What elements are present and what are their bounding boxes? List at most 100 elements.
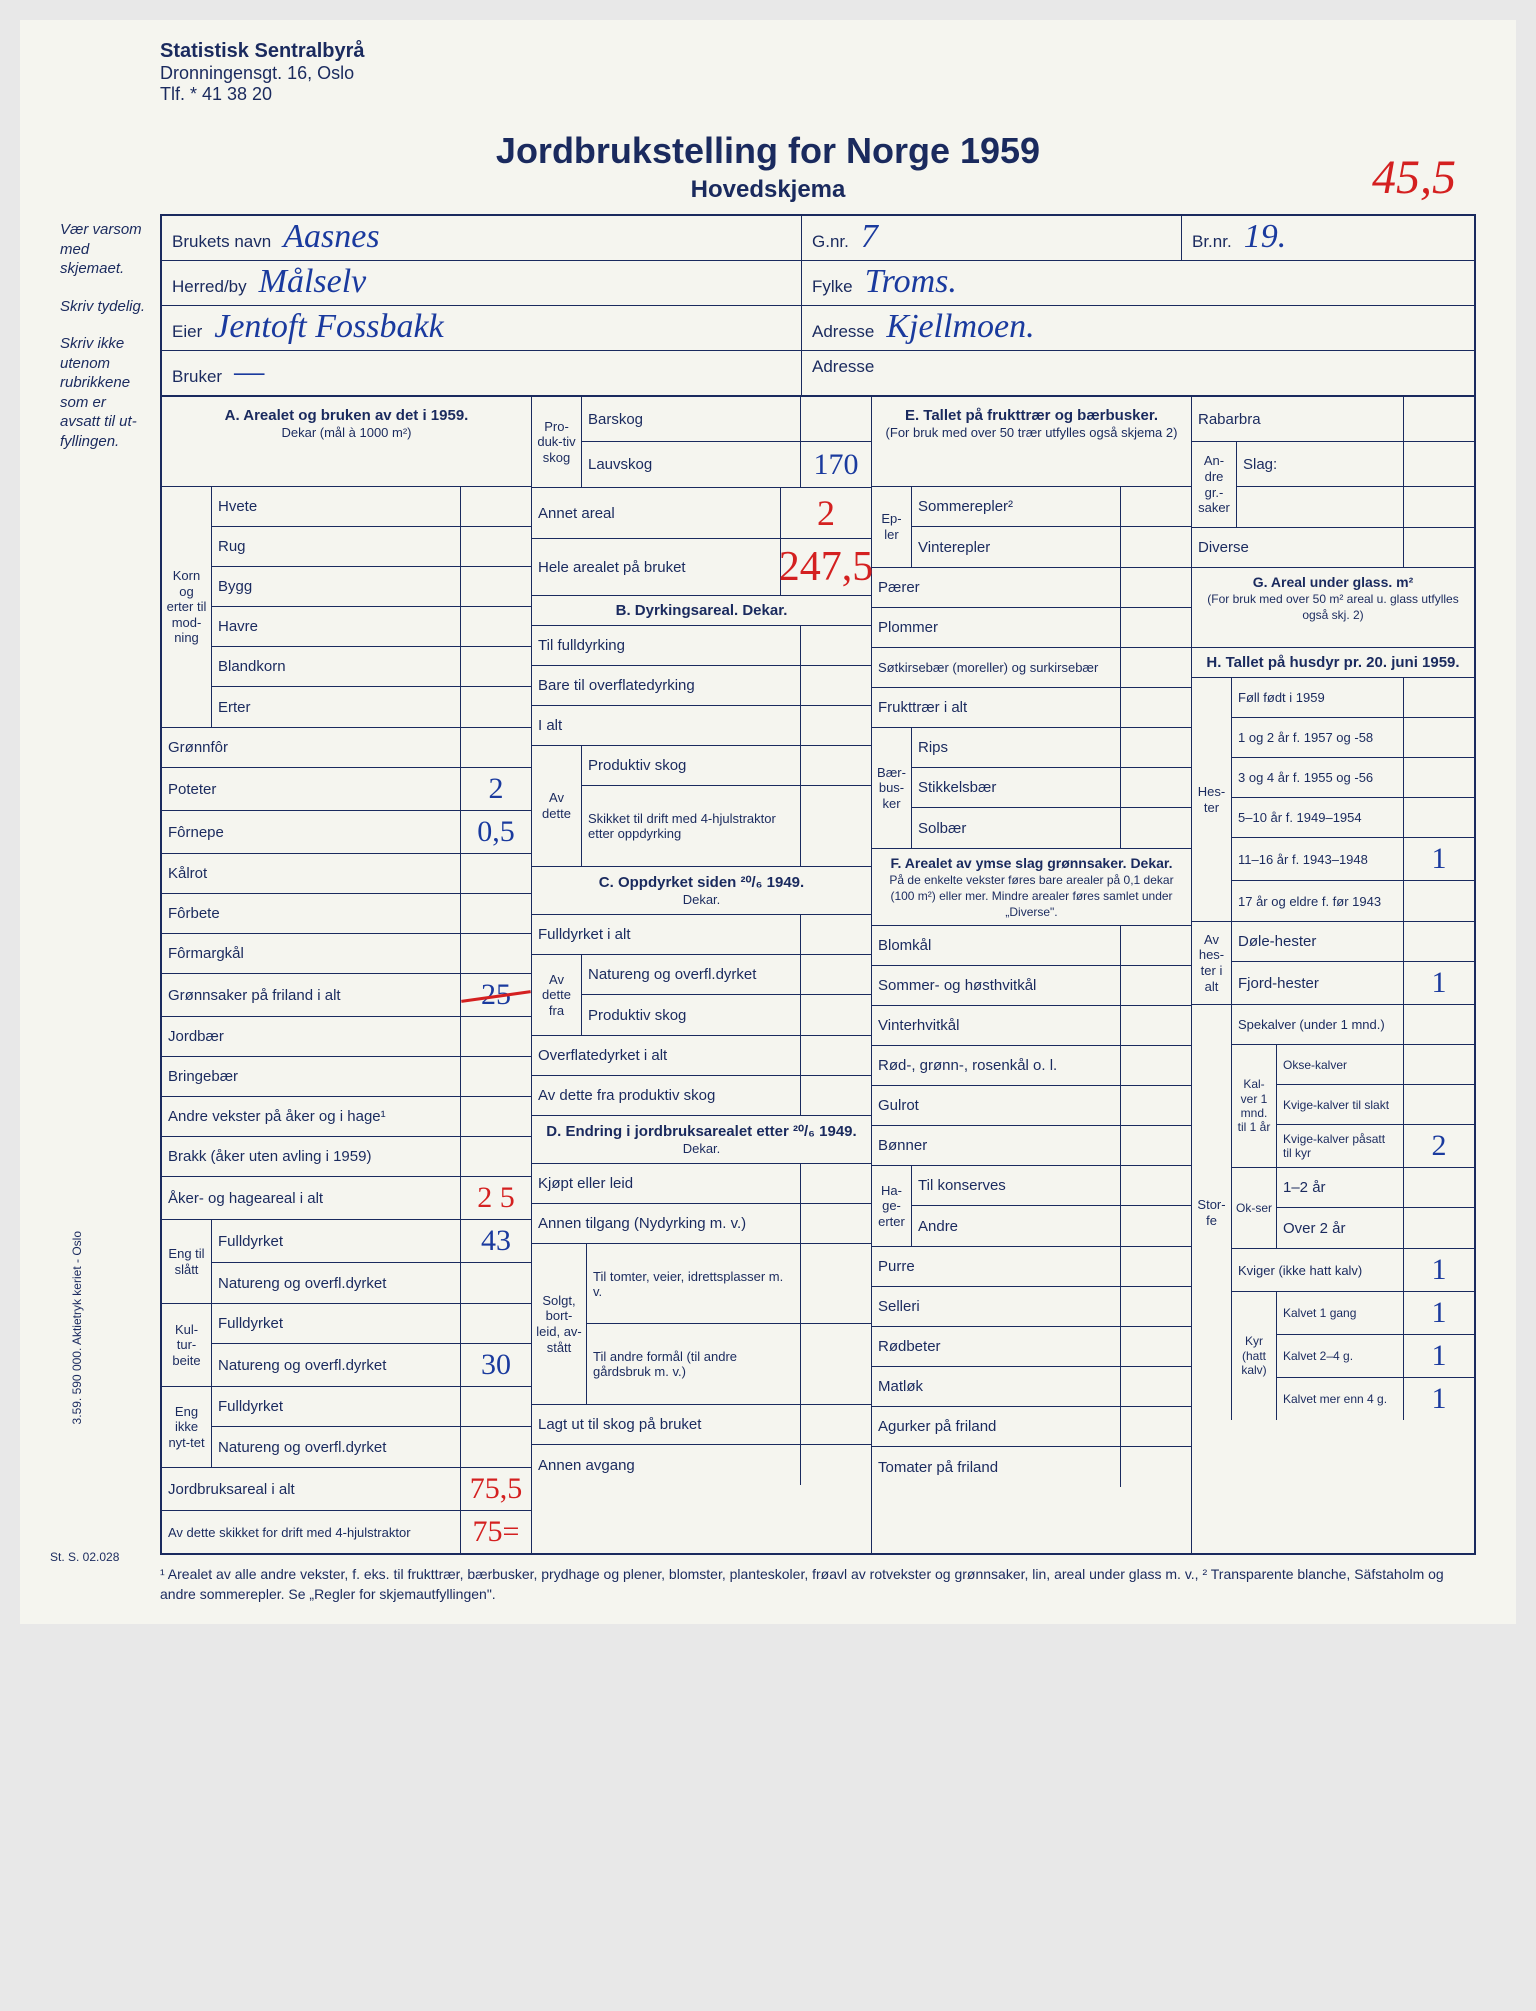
d-annenav-label: Annen avgang [532, 1445, 801, 1485]
d-annenav-val [801, 1445, 871, 1485]
d-tilandre-label: Til andre formål (til andre gårdsbruk m.… [587, 1324, 801, 1404]
kvigekalver-kyr-label: Kvige-kalver påsatt til kyr [1277, 1125, 1404, 1167]
dole-label: Døle-hester [1232, 922, 1404, 961]
kultur-full-val [461, 1304, 531, 1343]
brakk-label: Brakk (åker uten avling i 1959) [162, 1137, 461, 1176]
engikke-sidelabel: Eng ikke nyt-tet [162, 1387, 212, 1467]
prodskog-sidelabel: Pro-duk-tiv skog [532, 397, 582, 487]
poteter-label: Poteter [162, 768, 461, 810]
barskog-val [801, 397, 871, 441]
f-andre-val [1121, 1206, 1191, 1246]
kviger-val: 1 [1404, 1249, 1474, 1291]
hele-val: 247,5 [781, 539, 871, 595]
ialt-val [801, 706, 871, 745]
brnr-label: Br.nr. [1192, 232, 1232, 252]
erter-label: Erter [212, 687, 461, 727]
form-page: Statistisk Sentralbyrå Dronningensgt. 16… [20, 20, 1516, 1624]
1og2-val [1404, 718, 1474, 757]
slag-label: Slag: [1237, 442, 1404, 486]
c-prodskog-val [801, 995, 871, 1035]
5_10-val [1404, 798, 1474, 837]
andre-val [461, 1097, 531, 1136]
herred-value: Målselv [259, 267, 367, 298]
baer-sidelabel: Bær-bus-ker [872, 728, 912, 848]
forbete-label: Fôrbete [162, 894, 461, 933]
rabarbra-label: Rabarbra [1192, 397, 1404, 441]
fylke-label: Fylke [812, 277, 853, 297]
c-natur-label: Natureng og overfl.dyrket [582, 955, 801, 994]
side-note-3: Skriv ikke utenom rubrikkene som er avsa… [60, 334, 150, 451]
eng-nat-label: Natureng og overfl.dyrket [212, 1263, 461, 1303]
kultur-full-label: Fulldyrket [212, 1304, 461, 1343]
side-note-1: Vær varsom med skjemaet. [60, 220, 150, 279]
konserves-label: Til konserves [912, 1166, 1121, 1205]
d-lagt-val [801, 1405, 871, 1444]
c-fulldyrket-label: Fulldyrket i alt [532, 915, 801, 954]
hvete-label: Hvete [212, 487, 461, 526]
1og2-label: 1 og 2 år f. 1957 og -58 [1232, 718, 1404, 757]
blomkal-val [1121, 926, 1191, 965]
bonner-label: Bønner [872, 1126, 1121, 1165]
bringebaer-label: Bringebær [162, 1057, 461, 1096]
akerhage-label: Åker- og hageareal i alt [162, 1177, 461, 1219]
forbete-val [461, 894, 531, 933]
paerer-val [1121, 568, 1191, 607]
rodbeter-val [1121, 1327, 1191, 1366]
tilfull-val [801, 626, 871, 665]
kalrot-label: Kålrot [162, 854, 461, 893]
kultur-nat-label: Natureng og overfl.dyrket [212, 1344, 461, 1386]
5_10-label: 5–10 år f. 1949–1954 [1232, 798, 1404, 837]
kvigekalver-kyr-val: 2 [1404, 1125, 1474, 1167]
dole-val [1404, 922, 1474, 961]
kviger-label: Kviger (ikke hatt kalv) [1232, 1249, 1404, 1291]
f-andre-label: Andre [912, 1206, 1121, 1246]
sommer-label: Sommerepler² [912, 487, 1121, 526]
engikke-full-val [461, 1387, 531, 1426]
oksekalver-label: Okse-kalver [1277, 1045, 1404, 1084]
d-annen-val [801, 1204, 871, 1243]
fjord-val: 1 [1404, 962, 1474, 1004]
rug-label: Rug [212, 527, 461, 566]
blandkorn-val [461, 647, 531, 686]
akerhage-val: 2 5 [461, 1177, 531, 1219]
skikket-val: 75= [461, 1511, 531, 1553]
eier-value: Jentoft Fossbakk [214, 312, 443, 343]
spekalver-val [1404, 1005, 1474, 1044]
brakk-val [461, 1137, 531, 1176]
side-notes: Vær varsom med skjemaet. Skriv tydelig. … [60, 220, 150, 469]
sotkirs-label: Søtkirsebær (moreller) og surkirsebær [872, 648, 1121, 687]
ialt-label: I alt [532, 706, 801, 745]
foll-val [1404, 678, 1474, 717]
kalvet1-val: 1 [1404, 1292, 1474, 1334]
matlok-label: Matløk [872, 1367, 1121, 1406]
solbaer-label: Solbær [912, 808, 1121, 848]
andre-label: Andre vekster på åker og i hage¹ [162, 1097, 461, 1136]
section-a-head: A. Arealet og bruken av det i 1959. Deka… [162, 397, 531, 487]
epler-sidelabel: Ep-ler [872, 487, 912, 567]
top-right-annotation: 45,5 [1372, 150, 1456, 205]
sommerkal-val [1121, 966, 1191, 1005]
skikket-label: Av dette skikket for drift med 4-hjulstr… [162, 1511, 461, 1553]
section-g-head: G. Areal under glass. m² (For bruk med o… [1192, 568, 1474, 648]
plommer-val [1121, 608, 1191, 647]
formargkal-val [461, 934, 531, 973]
gnr-value: 7 [861, 222, 878, 253]
1_2ar-label: 1–2 år [1277, 1168, 1404, 1207]
11_16-val: 1 [1404, 838, 1474, 880]
herred-label: Herred/by [172, 277, 247, 297]
3og4-val [1404, 758, 1474, 797]
sotkirs-val [1121, 648, 1191, 687]
bringebaer-val [461, 1057, 531, 1096]
foll-label: Føll født i 1959 [1232, 678, 1404, 717]
brnr-value: 19. [1244, 222, 1287, 253]
diverse-label: Diverse [1192, 528, 1404, 567]
avhester-sidelabel: Av hes-ter i alt [1192, 922, 1232, 1004]
stikkels-val [1121, 768, 1191, 807]
kalvetmer-label: Kalvet mer enn 4 g. [1277, 1378, 1404, 1420]
bureau-name: Statistisk Sentralbyrå [160, 40, 365, 63]
tomater-val [1121, 1447, 1191, 1487]
frukt-label: Frukttrær i alt [872, 688, 1121, 727]
jordbaer-val [461, 1017, 531, 1056]
jordbaer-label: Jordbær [162, 1017, 461, 1056]
lauvskog-val: 170 [801, 442, 871, 487]
